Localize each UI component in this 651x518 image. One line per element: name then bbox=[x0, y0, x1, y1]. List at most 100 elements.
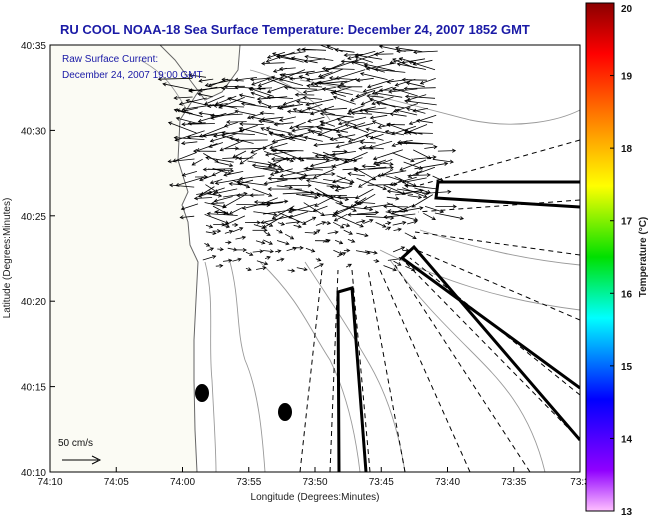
current-vector-head bbox=[162, 82, 167, 87]
current-vector-head bbox=[354, 200, 359, 205]
current-vector-head bbox=[269, 172, 275, 176]
current-vector-head bbox=[352, 208, 357, 212]
current-vector bbox=[182, 123, 215, 125]
current-vector-head bbox=[354, 58, 359, 63]
current-vector bbox=[235, 110, 256, 116]
current-vector-head bbox=[234, 109, 239, 114]
current-vector-head bbox=[202, 133, 207, 138]
current-vector bbox=[347, 50, 376, 60]
current-vector bbox=[336, 139, 366, 148]
current-vector-head bbox=[334, 187, 339, 192]
current-vector-head bbox=[331, 172, 336, 177]
current-vector-head bbox=[419, 188, 424, 193]
current-vector-head bbox=[292, 107, 297, 112]
current-vector bbox=[261, 62, 285, 64]
colorbar-label: Temperature (°C) bbox=[638, 217, 649, 298]
current-vector bbox=[386, 196, 399, 200]
current-vector-head bbox=[239, 227, 244, 231]
bathymetry-contours bbox=[139, 59, 580, 472]
current-vector-head bbox=[377, 124, 382, 129]
current-vector bbox=[385, 175, 402, 182]
current-vector bbox=[307, 107, 336, 115]
current-vector-head bbox=[204, 101, 209, 106]
current-vector-head bbox=[340, 59, 345, 64]
current-vector-head bbox=[369, 97, 374, 102]
current-vector bbox=[279, 67, 296, 70]
current-vector-head bbox=[269, 249, 274, 254]
current-vector-head bbox=[313, 175, 318, 179]
current-vector-head bbox=[227, 96, 232, 101]
current-vector-head bbox=[256, 96, 261, 101]
current-vector bbox=[403, 141, 434, 145]
current-vector bbox=[362, 165, 376, 168]
current-vector bbox=[239, 94, 255, 99]
current-vector-head bbox=[221, 134, 226, 139]
current-vector-head bbox=[270, 148, 275, 153]
current-vector bbox=[345, 123, 369, 133]
current-vector bbox=[362, 146, 384, 150]
current-vector-head bbox=[219, 147, 224, 152]
current-vector-head bbox=[452, 148, 457, 153]
current-vector-head bbox=[280, 167, 285, 172]
current-vector bbox=[289, 121, 306, 129]
current-vector-head bbox=[214, 180, 220, 185]
current-vector bbox=[423, 212, 436, 220]
current-vector bbox=[332, 177, 346, 183]
current-vector bbox=[355, 188, 374, 199]
current-vector-head bbox=[313, 142, 318, 148]
current-vector bbox=[437, 150, 456, 152]
current-vector bbox=[188, 74, 207, 78]
current-vector bbox=[173, 152, 197, 162]
current-vector bbox=[303, 217, 316, 224]
current-vector bbox=[313, 263, 324, 269]
current-vector bbox=[395, 47, 423, 52]
colorbar-tick-label: 18 bbox=[621, 144, 633, 155]
current-vector bbox=[311, 130, 338, 141]
current-vector bbox=[314, 195, 336, 207]
colorbar-tick-label: 16 bbox=[621, 289, 633, 300]
current-vector bbox=[342, 168, 358, 171]
current-vector-head bbox=[341, 252, 347, 256]
current-vector-head bbox=[347, 56, 352, 60]
current-vector bbox=[169, 184, 195, 188]
current-vector bbox=[222, 132, 255, 135]
current-vector-head bbox=[375, 162, 380, 167]
current-vector-head bbox=[209, 138, 214, 143]
current-vector-head bbox=[279, 173, 284, 178]
current-vector bbox=[250, 194, 265, 196]
current-vector bbox=[358, 175, 378, 188]
current-vector-head bbox=[209, 113, 215, 118]
current-vector-head bbox=[266, 255, 271, 260]
current-vector-head bbox=[336, 84, 341, 89]
current-vector-head bbox=[222, 204, 227, 209]
current-vector bbox=[232, 227, 243, 233]
x-axis-label: Longitude (Degrees:Minutes) bbox=[251, 492, 380, 503]
current-vector-head bbox=[239, 121, 244, 126]
current-vector bbox=[342, 223, 350, 227]
current-vector-head bbox=[407, 130, 412, 135]
current-vector bbox=[377, 102, 405, 109]
current-vector-head bbox=[349, 97, 355, 102]
current-vector-head bbox=[181, 122, 186, 127]
current-vector bbox=[189, 86, 223, 92]
current-vector bbox=[257, 96, 288, 100]
current-vector-head bbox=[208, 190, 213, 195]
current-vector bbox=[390, 113, 407, 117]
current-vector bbox=[345, 151, 368, 163]
current-vector-head bbox=[305, 178, 311, 183]
colorbar-tick-label: 19 bbox=[621, 72, 633, 83]
current-vector bbox=[343, 229, 353, 235]
current-vector-head bbox=[181, 106, 187, 111]
current-vector bbox=[245, 268, 252, 271]
current-vector bbox=[267, 96, 294, 99]
current-vector-head bbox=[266, 89, 272, 94]
current-vector bbox=[192, 158, 203, 166]
current-vector-head bbox=[211, 172, 216, 177]
current-vector bbox=[314, 229, 320, 234]
buoy-marker bbox=[195, 384, 209, 402]
current-vector-head bbox=[404, 94, 410, 99]
current-vector-head bbox=[344, 197, 350, 202]
current-vector-head bbox=[412, 108, 417, 113]
current-vector-head bbox=[419, 80, 425, 85]
current-vector-head bbox=[405, 81, 411, 86]
